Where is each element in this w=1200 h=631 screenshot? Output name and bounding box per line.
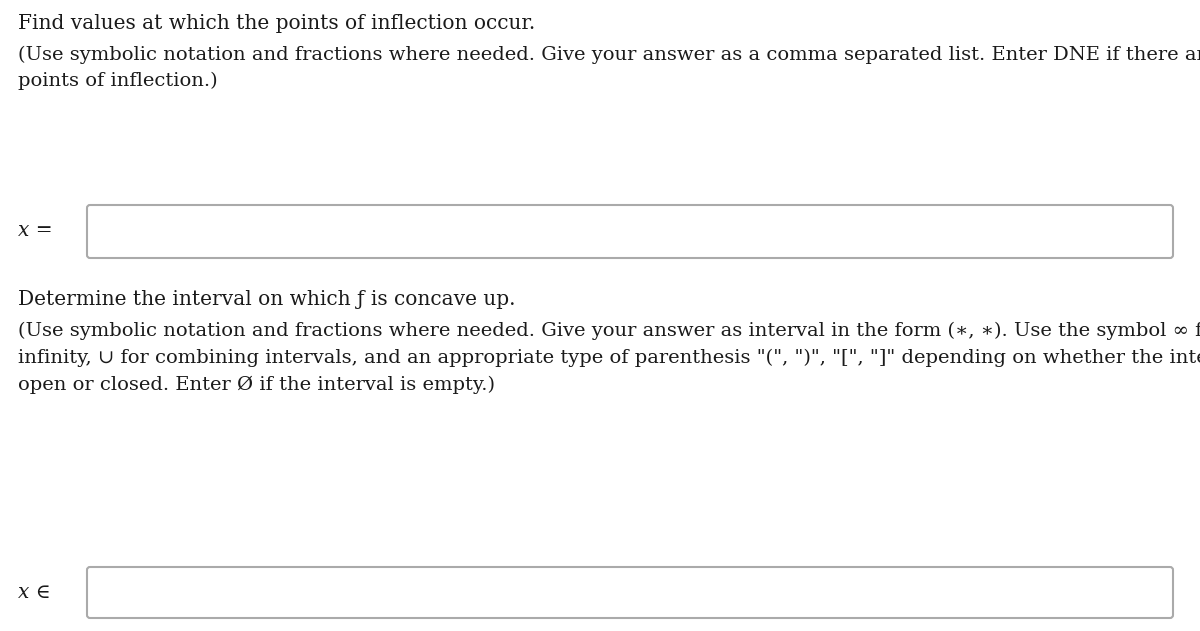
Text: Find values at which the points of inflection occur.: Find values at which the points of infle… <box>18 14 535 33</box>
Text: points of inflection.): points of inflection.) <box>18 72 217 90</box>
Text: (Use symbolic notation and fractions where needed. Give your answer as interval : (Use symbolic notation and fractions whe… <box>18 322 1200 340</box>
Text: infinity, ∪ for combining intervals, and an appropriate type of parenthesis "(",: infinity, ∪ for combining intervals, and… <box>18 349 1200 367</box>
Text: x ∈: x ∈ <box>18 582 50 601</box>
Text: Determine the interval on which ƒ is concave up.: Determine the interval on which ƒ is con… <box>18 290 516 309</box>
Text: open or closed. Enter Ø if the interval is empty.): open or closed. Enter Ø if the interval … <box>18 376 496 394</box>
Text: x =: x = <box>18 221 53 240</box>
FancyBboxPatch shape <box>88 567 1174 618</box>
FancyBboxPatch shape <box>88 205 1174 258</box>
Text: (Use symbolic notation and fractions where needed. Give your answer as a comma s: (Use symbolic notation and fractions whe… <box>18 46 1200 64</box>
